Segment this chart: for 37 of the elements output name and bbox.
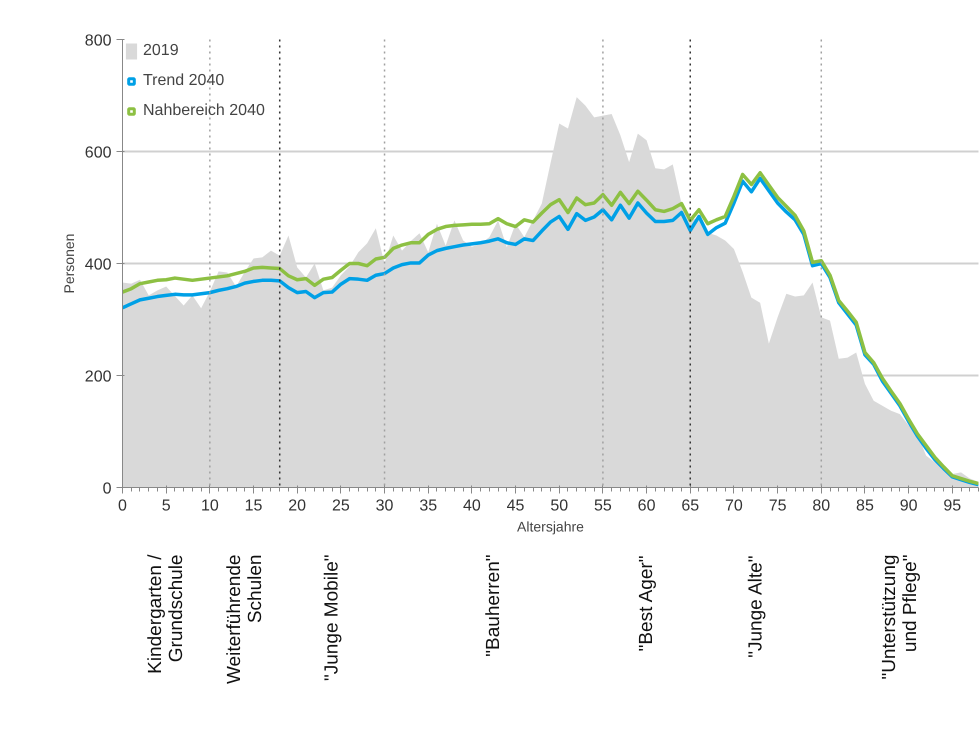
text: Kindergarten / Grundschule: [145, 554, 188, 674]
legend-label: Nahbereich 2040: [143, 102, 265, 120]
x-tick-label: 0: [118, 498, 128, 514]
x-tick-label: 10: [200, 498, 219, 514]
x-tick-label: 95: [943, 498, 962, 514]
text: "Junge Alte": [745, 556, 766, 658]
x-tick-label: 45: [506, 498, 525, 514]
y-tick-label: 200: [84, 368, 112, 386]
x-tick-label: 15: [244, 498, 263, 514]
x-tick-label: 55: [594, 498, 612, 514]
x-tick-label: 90: [900, 498, 918, 514]
text: "Junge Mobile": [322, 554, 343, 682]
text: "Best Ager": [636, 556, 658, 652]
x-tick-label: 5: [162, 498, 171, 514]
y-tick-label: 0: [102, 480, 112, 498]
y-tick-label: 400: [84, 256, 112, 274]
x-tick-label: 50: [550, 498, 568, 514]
y-axis-title: Personen: [60, 234, 77, 294]
text: "Bauherren": [483, 554, 504, 657]
legend-label: 2019: [143, 42, 179, 60]
x-tick-label: 85: [856, 498, 874, 514]
text: "Unterstützung und Pflege": [878, 554, 921, 680]
x-tick-label: 80: [812, 498, 830, 514]
x-tick-label: 40: [462, 498, 481, 514]
text: Weiterführende Schulen: [224, 554, 266, 684]
x-axis-title: Altersjahre: [517, 518, 584, 534]
x-tick-label: 25: [332, 498, 350, 514]
x-tick-label: 20: [288, 498, 306, 514]
y-tick-label: 600: [84, 144, 112, 162]
x-tick-label: 70: [725, 498, 743, 514]
x-tick-label: 60: [638, 498, 656, 514]
x-tick-label: 75: [768, 498, 787, 514]
x-tick-label: 65: [681, 498, 700, 514]
x-tick-label: 35: [419, 498, 438, 514]
y-tick-label: 800: [84, 32, 112, 50]
legend-label: Trend 2040: [143, 72, 224, 90]
x-tick-label: 30: [376, 498, 394, 514]
